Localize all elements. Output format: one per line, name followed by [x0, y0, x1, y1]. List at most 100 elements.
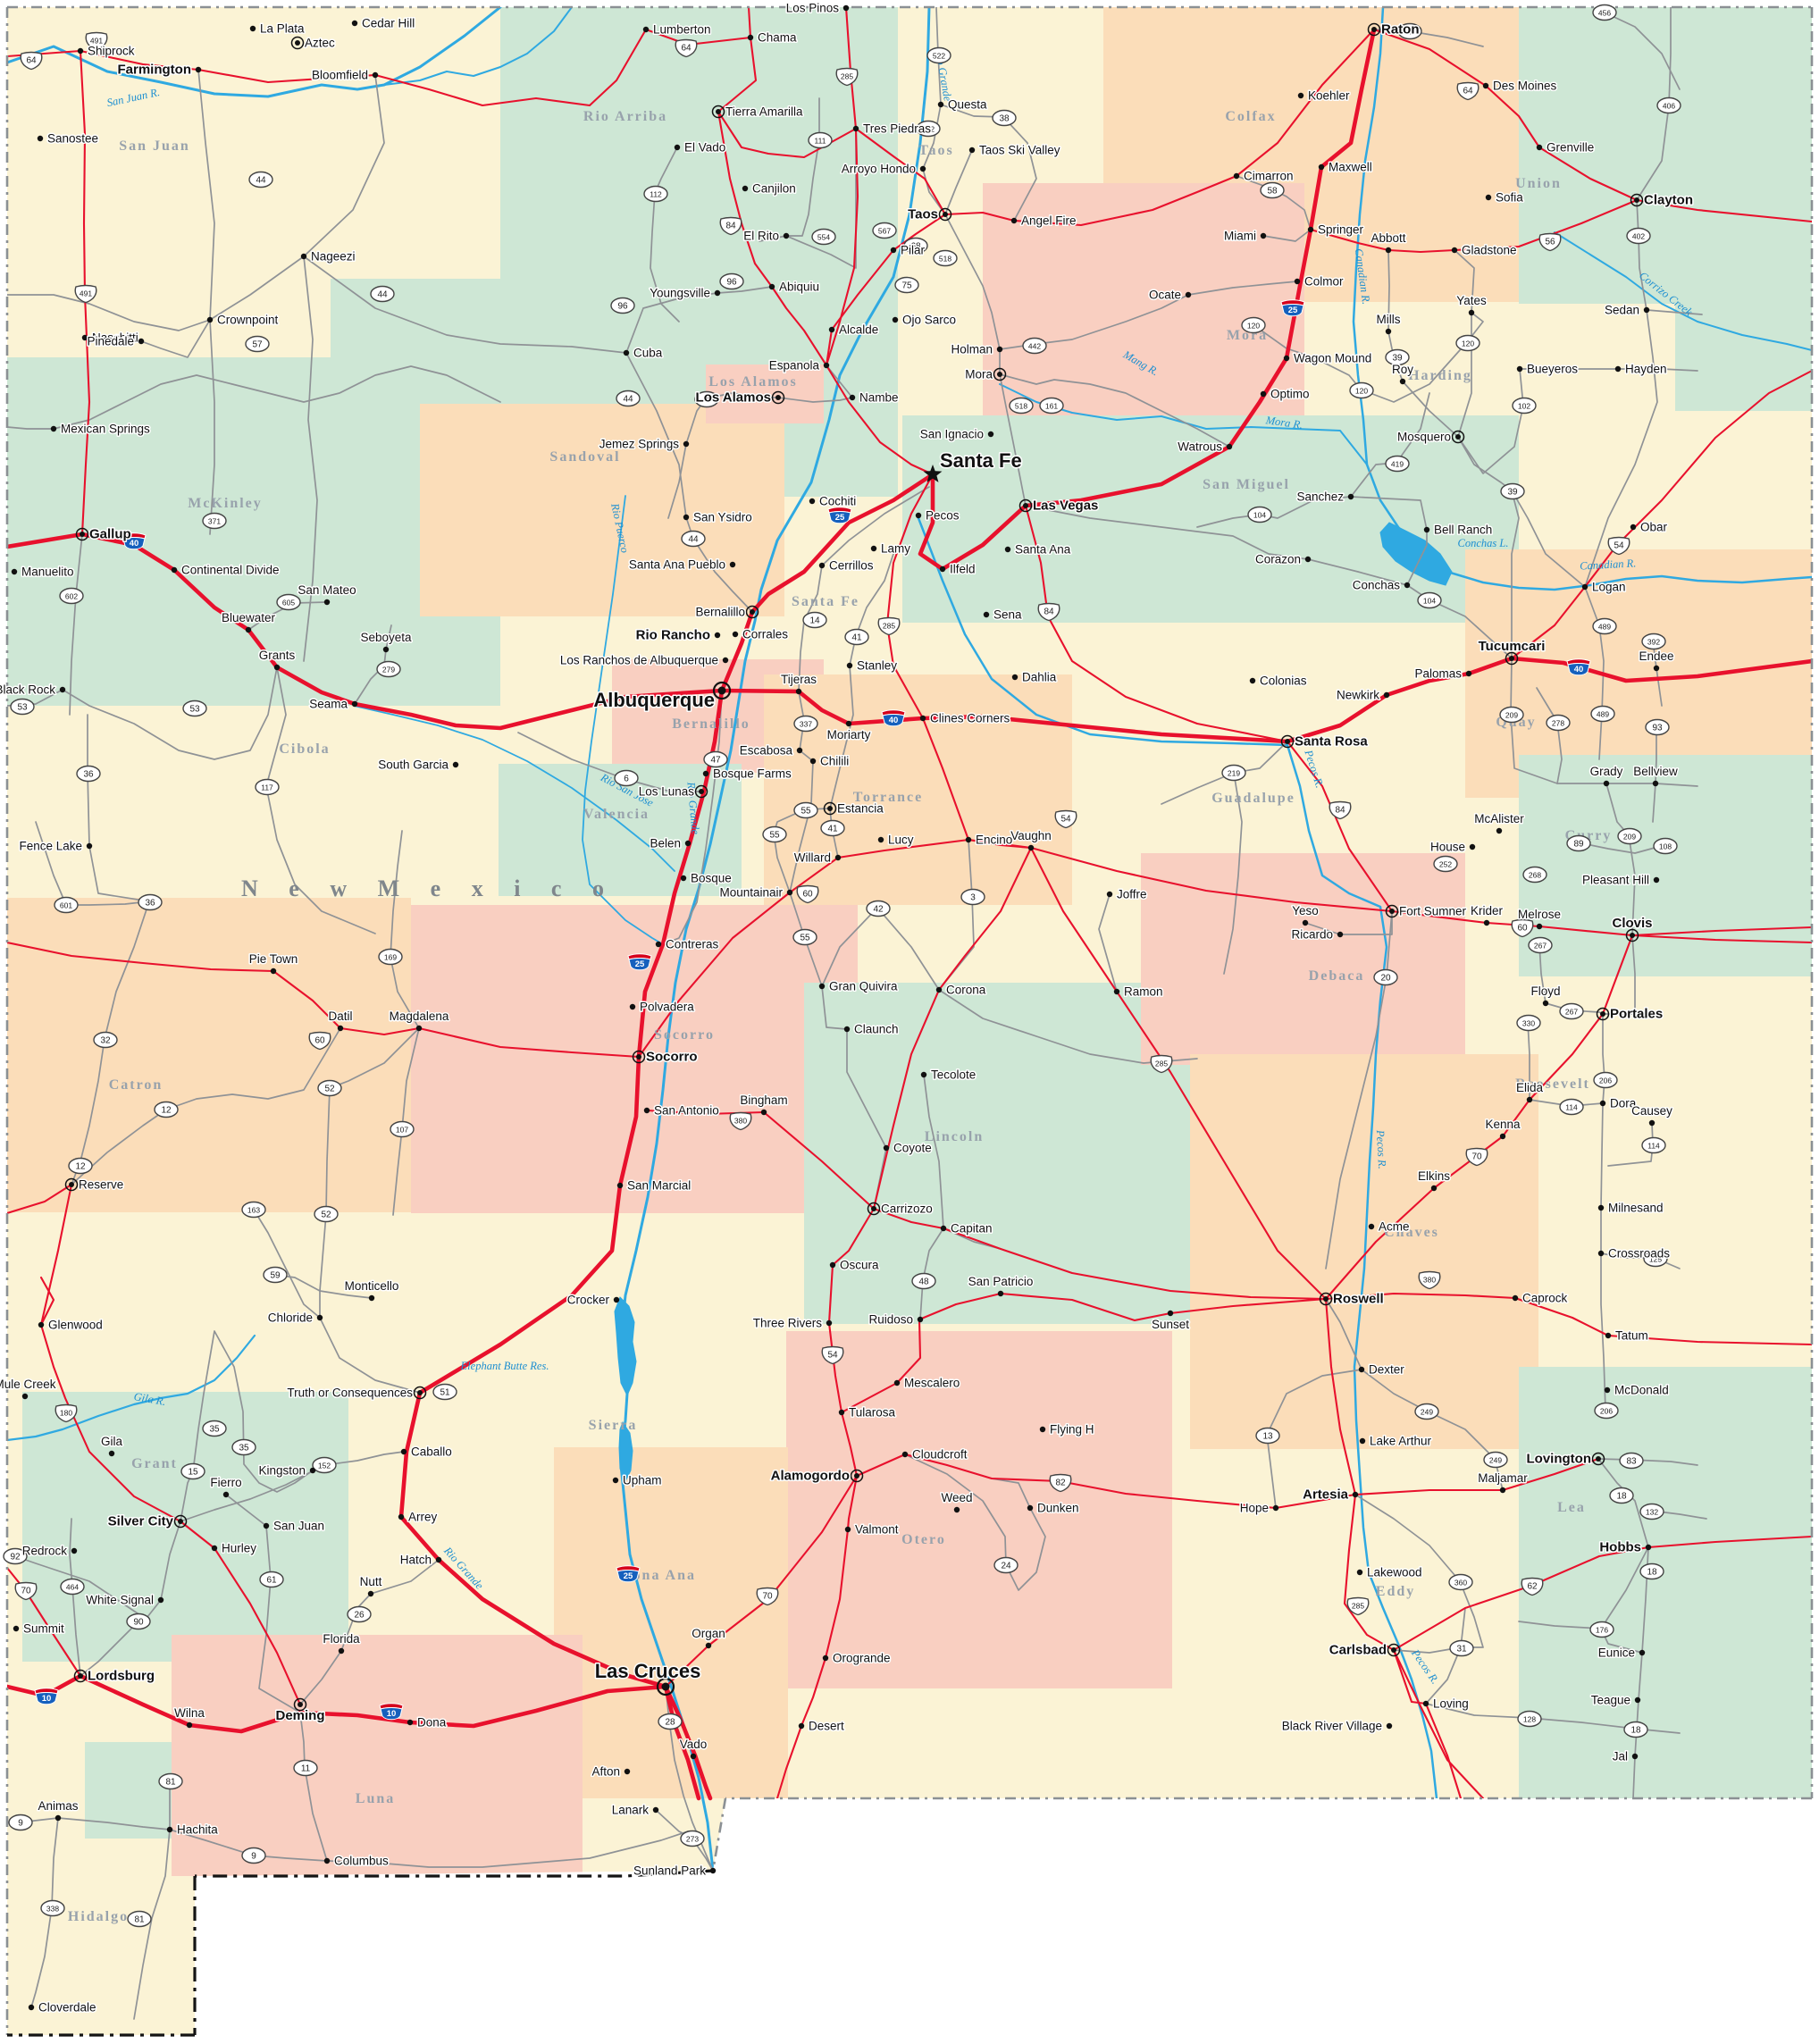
county-seat-marker [417, 1390, 423, 1395]
us-shield-number: 380 [1423, 1276, 1436, 1285]
state-shield-shape [872, 222, 897, 239]
city-label-house: House [1430, 841, 1465, 854]
county-seat-marker [775, 395, 781, 400]
county-seat-ring [1591, 1452, 1605, 1466]
town-dot-marker [1356, 1569, 1363, 1576]
city-label-eunice: Eunice [1598, 1646, 1635, 1660]
state-shield-number: 268 [1529, 871, 1541, 880]
city-colmor: Colmor [1294, 273, 1345, 289]
city-roswell: Roswell [1319, 1290, 1385, 1308]
state-shield-number: 489 [1598, 623, 1611, 632]
city-corazon: Corazon [1253, 551, 1312, 567]
state-shield-shape [960, 888, 985, 906]
county-label-cibola: Cibola [279, 741, 330, 757]
city-label-los-alamos: Los Alamos [696, 390, 771, 406]
city-acme: Acme [1368, 1219, 1411, 1235]
us-highway [645, 1109, 1812, 1346]
interstate-shield-25: 25 [616, 1565, 641, 1583]
metro-ring-marker [712, 681, 732, 700]
state-shield-number: 120 [1355, 387, 1368, 396]
town-dot-marker [1599, 1100, 1606, 1107]
route-shield-209: 209 [1499, 706, 1524, 724]
town-dot-marker [1604, 1386, 1611, 1394]
city-label-mills: Mills [1377, 313, 1401, 326]
state-shield-number: 161 [1045, 402, 1058, 411]
county-fills [7, 7, 1812, 1876]
route-shield-84: 84 [1329, 800, 1352, 820]
state-shield-shape [1241, 316, 1266, 334]
us-shield-number: 84 [1044, 607, 1054, 617]
state-shield-number: 104 [1423, 597, 1436, 606]
state-shield-shape [1414, 1403, 1439, 1420]
city-las-vegas: Las Vegas [1018, 497, 1100, 515]
city-label-crossroads: Crossroads [1608, 1247, 1670, 1261]
city-label-youngsville: Youngsville [650, 287, 710, 300]
city-causey: Causey [1630, 1103, 1674, 1127]
city-label-yeso: Yeso [1292, 904, 1319, 917]
state-shield-number: 132 [1646, 1508, 1658, 1517]
county-seat-marker [80, 532, 85, 537]
state-road [944, 214, 1027, 507]
city-portales: Portales [1596, 1005, 1664, 1023]
route-shield-107: 107 [390, 1120, 415, 1138]
town-dot-marker [1399, 378, 1406, 385]
state-shield-shape [231, 1438, 256, 1456]
city-youngsville: Youngsville [649, 285, 721, 301]
route-shield-491: 491 [74, 284, 97, 304]
city-obar: Obar [1630, 519, 1669, 535]
state-shield-number: 6 [624, 775, 629, 784]
town-dot-marker [1404, 582, 1411, 589]
route-shield-567: 567 [872, 222, 897, 239]
town-dot-marker [1516, 365, 1523, 373]
city-florida: Florida [322, 1631, 362, 1654]
town-dot-marker [435, 1556, 442, 1563]
state-shield-number: 338 [46, 1905, 59, 1914]
state-shield-shape [993, 1556, 1018, 1574]
state-shield-shape [1566, 834, 1591, 852]
state-road [904, 1453, 1046, 1591]
state-shield-shape [793, 715, 818, 733]
state-shield-number: 522 [933, 52, 945, 61]
city-fierro: Fierro [209, 1475, 243, 1498]
city-cuba: Cuba [623, 345, 664, 361]
city-label-hurley: Hurley [222, 1542, 256, 1555]
city-label-truth-or-consequences: Truth or Consequences [287, 1386, 413, 1400]
city-label-ocate: Ocate [1149, 289, 1181, 302]
city-monticello: Monticello [343, 1278, 400, 1302]
city-raton: Raton [1367, 21, 1421, 38]
state-road [1536, 687, 1563, 784]
state-road [7, 365, 501, 430]
state-shield-number: 104 [1253, 511, 1266, 520]
city-label-endee: Endee [1639, 649, 1673, 663]
town-dot-marker [415, 1025, 423, 1032]
river-label: Gila R. [133, 1390, 167, 1408]
river-navajoarm [383, 7, 573, 86]
route-shield-90: 90 [126, 1613, 151, 1630]
town-dot-marker [823, 362, 830, 369]
city-reserve: Reserve [64, 1177, 125, 1193]
city-springer: Springer [1307, 222, 1365, 238]
state-shield-shape [911, 1272, 936, 1290]
state-shield-shape [10, 698, 35, 716]
state-shield-number: 522 [922, 125, 935, 134]
town-dot-marker [323, 1857, 331, 1864]
route-shield-601: 601 [54, 896, 79, 914]
county-seat-ring [711, 105, 725, 119]
state-name-label: N e w M e x i c o [241, 875, 616, 901]
state-shield-shape [808, 131, 833, 149]
route-shield-61: 61 [259, 1571, 284, 1588]
city-label-chama: Chama [758, 31, 797, 45]
state-shield-shape [317, 1079, 342, 1097]
state-shield-number: 26 [354, 1611, 365, 1621]
route-shield-83: 83 [1619, 1452, 1644, 1470]
city-label-bell-ranch: Bell Ranch [1434, 524, 1492, 537]
state-shield-shape [1593, 1071, 1618, 1089]
city-tres-piedras: Tres Piedras [852, 121, 933, 137]
county-area-otero [786, 1331, 1172, 1688]
route-shield-209: 209 [1617, 827, 1642, 845]
city-label-kenna: Kenna [1485, 1118, 1521, 1131]
route-shield-15: 15 [180, 1462, 205, 1480]
us-shield-number: 54 [827, 1351, 838, 1361]
city-label-wagon-mound: Wagon Mound [1294, 352, 1371, 365]
city-label-contreras: Contreras [666, 938, 719, 951]
